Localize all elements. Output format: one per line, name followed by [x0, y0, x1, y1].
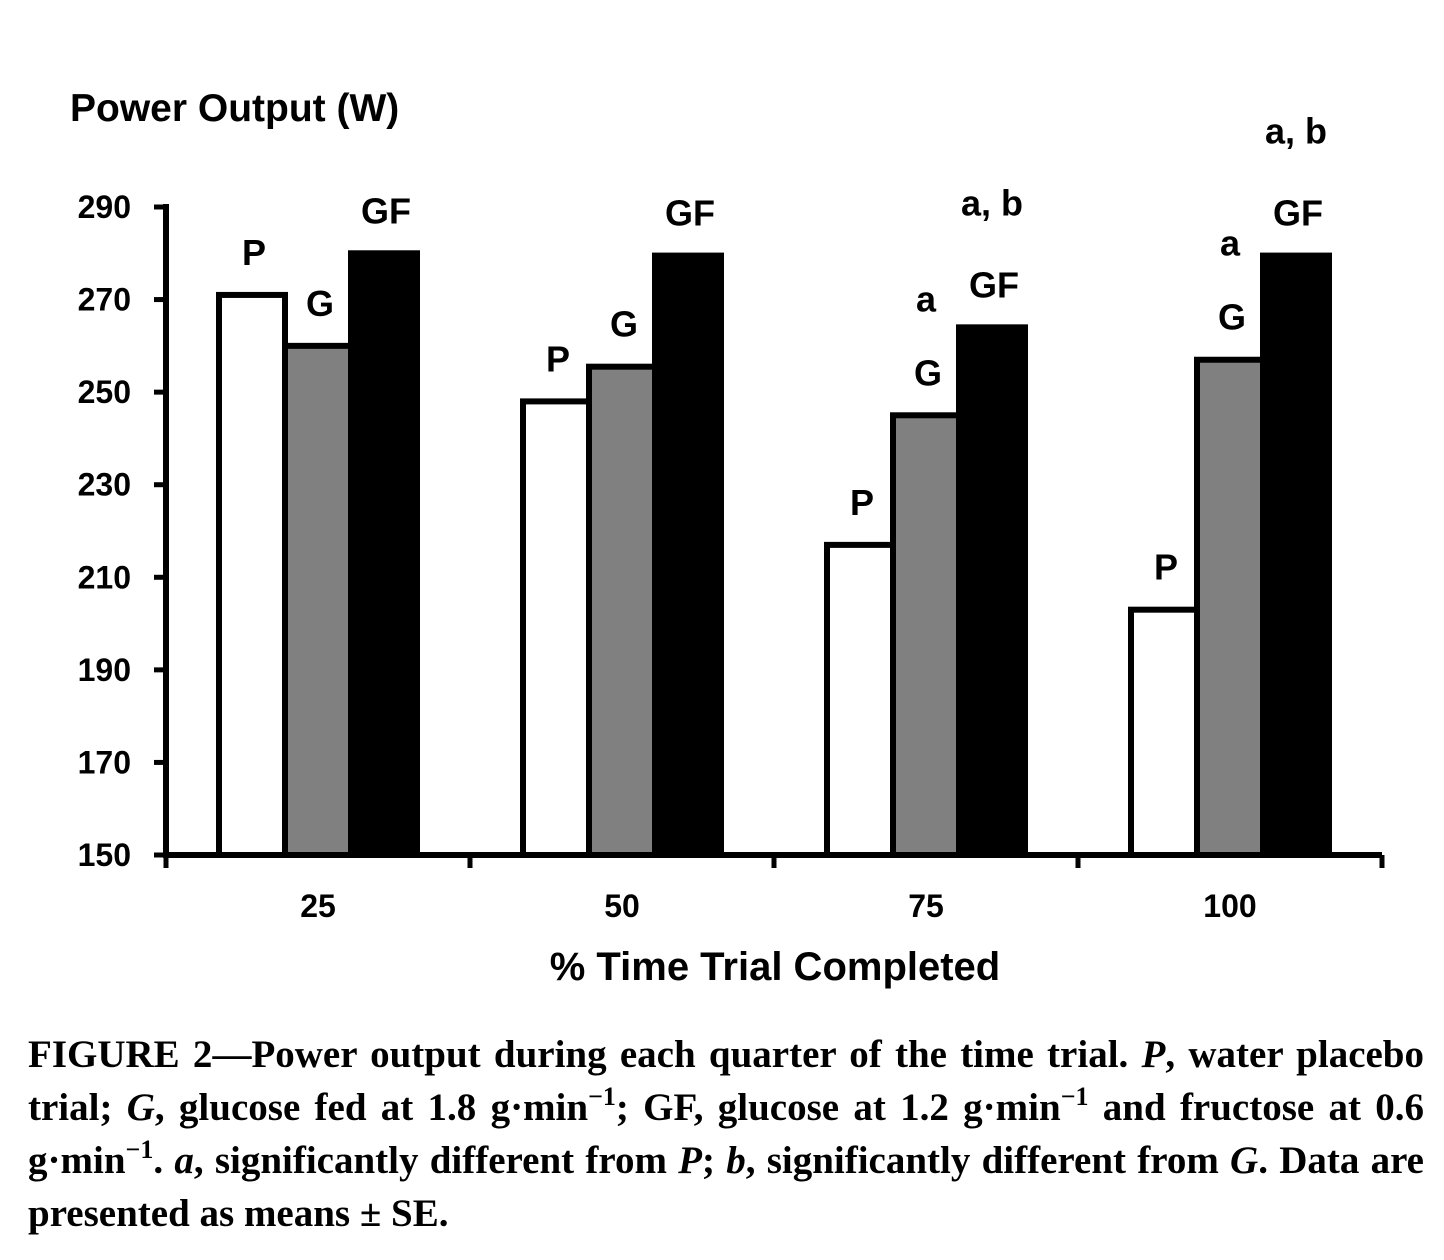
bar-g-50 — [586, 363, 658, 858]
caption-text-2: , water placebo trial; — [28, 1033, 1425, 1129]
caption-b-abbr: b — [726, 1139, 746, 1182]
bar-label-g-75: G — [914, 352, 942, 393]
bar-label-gf-100: GF — [1273, 193, 1323, 234]
y-tick-label-230: 230 — [78, 467, 131, 503]
x-tick-label-50: 50 — [604, 888, 640, 924]
bar-g-100 — [1194, 356, 1266, 858]
significance-g-100: a — [1220, 223, 1241, 264]
bar-p-75 — [824, 541, 896, 859]
bar-label-p-50: P — [546, 338, 570, 379]
bar-g-75 — [890, 412, 962, 858]
bar-label-gf-25: GF — [361, 190, 411, 231]
y-tick-label-290: 290 — [78, 189, 131, 225]
figure-caption: FIGURE 2—Power output during each quarte… — [28, 1028, 1424, 1240]
caption-g-abbr-2: G — [1230, 1139, 1259, 1182]
x-axis-title: % Time Trial Completed — [550, 945, 1001, 989]
bar-gf-50 — [652, 252, 724, 859]
bar-gf-75 — [956, 324, 1028, 859]
y-tick-label-210: 210 — [78, 559, 131, 595]
bar-label-g-25: G — [306, 283, 334, 324]
x-tick-label-25: 25 — [300, 888, 336, 924]
bar-label-gf-75: GF — [969, 264, 1019, 305]
caption-g-abbr: G — [126, 1086, 155, 1129]
bar-label-p-75: P — [850, 482, 874, 523]
caption-exponent-3: −1 — [125, 1135, 154, 1164]
caption-text-4: ; GF, glucose at 1.2 g·min — [615, 1086, 1061, 1129]
bar-g-25 — [282, 342, 354, 858]
caption-a-abbr: a — [174, 1139, 194, 1182]
x-tick-label-100: 100 — [1203, 888, 1256, 924]
caption-text-9: , significantly different from — [745, 1139, 1231, 1182]
y-tick-label-150: 150 — [78, 837, 131, 873]
caption-text-7: , significantly different from — [193, 1139, 679, 1182]
caption-text-8: ; — [702, 1139, 727, 1182]
caption-exponent-1: −1 — [588, 1082, 616, 1111]
caption-text-10: . Data are presented as means ± SE. — [28, 1139, 1424, 1235]
bar-p-50 — [520, 398, 592, 858]
bar-label-g-50: G — [610, 304, 638, 345]
y-axis-title: Power Output (W) — [70, 87, 399, 130]
bar-label-p-25: P — [242, 232, 266, 273]
y-tick-label-170: 170 — [78, 744, 131, 780]
y-tick-label-250: 250 — [78, 374, 131, 410]
bar-label-p-100: P — [1154, 547, 1178, 588]
figure-label: FIGURE 2 — [28, 1033, 213, 1076]
caption-p-abbr-2: P — [678, 1139, 702, 1182]
caption-exponent-2: −1 — [1060, 1082, 1089, 1111]
bar-gf-100 — [1260, 252, 1332, 859]
y-tick-label-190: 190 — [78, 652, 131, 688]
caption-dash: — — [212, 1033, 252, 1076]
caption-text-3: , glucose fed at 1.8 g·min — [154, 1086, 589, 1129]
x-tick-label-75: 75 — [908, 888, 944, 924]
caption-text-1: Power output during each quarter of the … — [251, 1033, 1142, 1076]
significance-gf-100: a, b — [1265, 111, 1327, 152]
significance-g-75: a — [916, 278, 937, 319]
bar-p-100 — [1128, 606, 1200, 859]
caption-text-6: . — [153, 1139, 175, 1182]
significance-gf-75: a, b — [961, 182, 1023, 223]
caption-text-5: and fructose at 0.6 g·min — [28, 1086, 1424, 1182]
bar-label-g-100: G — [1218, 297, 1246, 338]
caption-p-abbr: P — [1141, 1033, 1166, 1076]
bar-gf-25 — [348, 250, 420, 859]
bar-p-25 — [216, 291, 288, 858]
y-tick-label-270: 270 — [78, 282, 131, 318]
bar-label-gf-50: GF — [665, 193, 715, 234]
